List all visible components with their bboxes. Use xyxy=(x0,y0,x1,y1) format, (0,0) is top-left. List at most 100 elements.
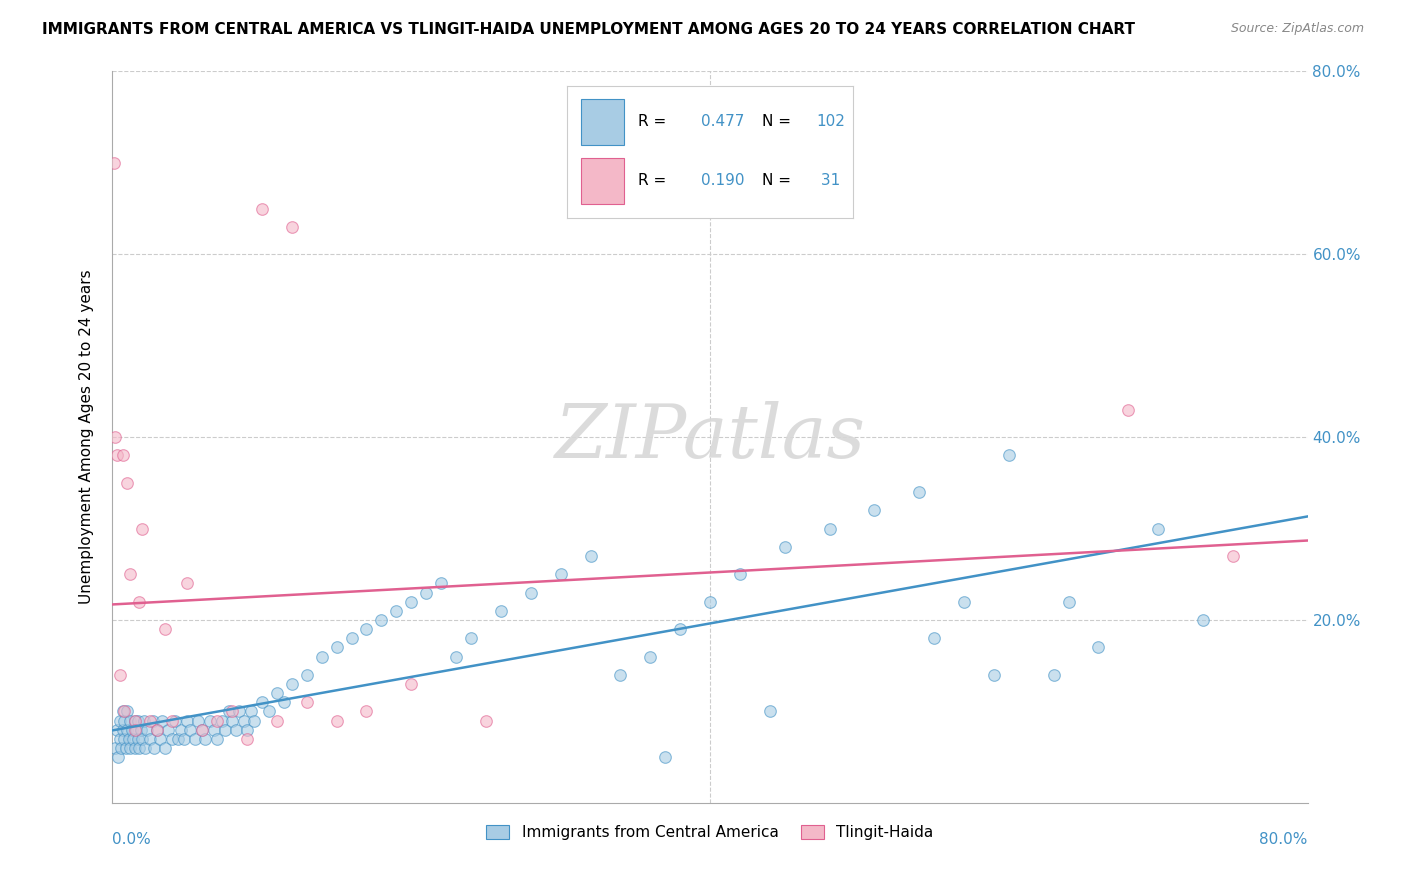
Point xyxy=(128,740,150,755)
Point xyxy=(153,740,176,755)
Point xyxy=(669,622,692,636)
Point xyxy=(228,705,250,719)
Point xyxy=(108,714,131,728)
Point xyxy=(139,714,162,728)
Point xyxy=(107,750,129,764)
Point xyxy=(153,622,176,636)
Point xyxy=(236,731,259,746)
Point xyxy=(105,448,128,462)
Text: 80.0%: 80.0% xyxy=(1260,832,1308,847)
Point xyxy=(117,705,139,719)
Point xyxy=(311,649,333,664)
Point xyxy=(475,714,498,728)
Point xyxy=(179,723,201,737)
Point xyxy=(176,576,198,591)
Point xyxy=(1118,402,1140,417)
Point xyxy=(104,430,127,444)
Point xyxy=(370,613,392,627)
Point xyxy=(114,705,135,719)
Point xyxy=(146,723,169,737)
Point xyxy=(139,731,162,746)
Point xyxy=(105,723,128,737)
Point xyxy=(640,649,662,664)
Point xyxy=(162,714,183,728)
Point xyxy=(108,731,131,746)
Point xyxy=(654,750,676,764)
Point xyxy=(114,731,135,746)
Point xyxy=(117,723,139,737)
Point xyxy=(579,549,602,563)
Point xyxy=(295,695,318,709)
Point xyxy=(356,705,378,719)
Point xyxy=(165,714,187,728)
Text: ZIPatlas: ZIPatlas xyxy=(554,401,866,474)
Point xyxy=(104,740,127,755)
Point xyxy=(205,714,228,728)
Point xyxy=(146,723,169,737)
Point xyxy=(162,731,183,746)
Point xyxy=(111,723,134,737)
Point xyxy=(127,731,149,746)
Point xyxy=(173,731,195,746)
Point xyxy=(356,622,378,636)
Point xyxy=(430,576,453,591)
Point xyxy=(221,705,243,719)
Point xyxy=(124,723,146,737)
Point xyxy=(194,731,217,746)
Point xyxy=(120,714,142,728)
Point xyxy=(121,723,143,737)
Point xyxy=(202,723,225,737)
Point xyxy=(108,667,131,681)
Point xyxy=(489,604,512,618)
Point xyxy=(124,740,146,755)
Point xyxy=(225,723,247,737)
Point xyxy=(699,594,721,608)
Point xyxy=(243,714,266,728)
Point xyxy=(150,714,173,728)
Point xyxy=(170,723,193,737)
Point xyxy=(385,604,408,618)
Point xyxy=(983,667,1005,681)
Point xyxy=(401,677,423,691)
Point xyxy=(266,714,288,728)
Point xyxy=(198,714,221,728)
Point xyxy=(295,667,318,681)
Point xyxy=(1057,594,1080,608)
Point xyxy=(124,714,146,728)
Point xyxy=(124,714,146,728)
Point xyxy=(415,585,437,599)
Point xyxy=(281,219,304,234)
Point xyxy=(110,740,132,755)
Point xyxy=(176,714,198,728)
Point xyxy=(167,731,190,746)
Point xyxy=(135,723,157,737)
Point xyxy=(111,705,134,719)
Point xyxy=(142,714,165,728)
Point xyxy=(818,521,841,535)
Point xyxy=(773,540,796,554)
Point xyxy=(250,695,273,709)
Point xyxy=(118,731,141,746)
Point xyxy=(103,156,125,170)
Point xyxy=(1222,549,1244,563)
Point xyxy=(143,740,166,755)
Point xyxy=(281,677,304,691)
Point xyxy=(183,731,205,746)
Point xyxy=(211,714,233,728)
Point xyxy=(187,714,209,728)
Point xyxy=(1147,521,1170,535)
Point xyxy=(129,723,152,737)
Point xyxy=(998,448,1021,462)
Point xyxy=(134,740,156,755)
Point xyxy=(1087,640,1109,655)
Point xyxy=(127,714,149,728)
Point xyxy=(120,567,142,582)
Point xyxy=(444,649,467,664)
Point xyxy=(240,705,263,719)
Point xyxy=(128,594,150,608)
Point xyxy=(922,632,945,646)
Y-axis label: Unemployment Among Ages 20 to 24 years: Unemployment Among Ages 20 to 24 years xyxy=(79,269,94,605)
Text: 0.0%: 0.0% xyxy=(112,832,152,847)
Text: IMMIGRANTS FROM CENTRAL AMERICA VS TLINGIT-HAIDA UNEMPLOYMENT AMONG AGES 20 TO 2: IMMIGRANTS FROM CENTRAL AMERICA VS TLING… xyxy=(42,22,1135,37)
Point xyxy=(340,632,363,646)
